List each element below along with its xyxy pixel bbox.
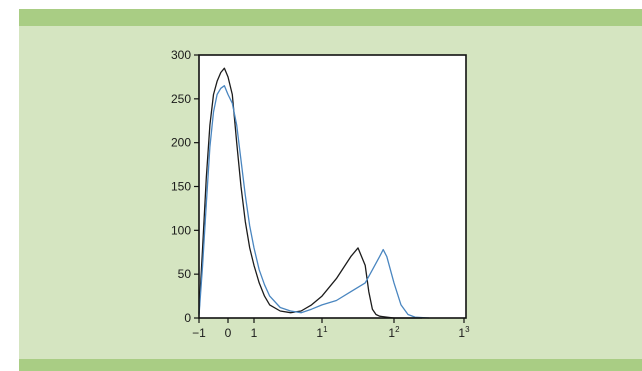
plot-area	[199, 55, 466, 318]
y-tick-label: 50	[178, 267, 192, 281]
x-tick-label: 13	[458, 325, 470, 340]
series-layer	[198, 67, 430, 319]
y-tick-label: 250	[171, 92, 191, 106]
y-tick-label: 0	[184, 311, 191, 325]
y-tick-label: 100	[171, 223, 191, 237]
x-tick-label: 12	[388, 325, 400, 340]
series-black-line	[198, 67, 422, 319]
y-tick-label: 300	[171, 48, 191, 62]
x-axis: −1 0 1 11 12 13	[192, 318, 470, 340]
y-tick-label: 150	[171, 180, 191, 194]
series-blue-line	[198, 85, 430, 319]
x-tick-label: 1	[251, 326, 258, 340]
x-tick-label: 0	[225, 326, 232, 340]
y-tick-label: 200	[171, 136, 191, 150]
x-tick-label: 11	[316, 325, 328, 340]
panel-bottom-band	[19, 359, 642, 371]
panel-top-band	[19, 9, 642, 26]
y-axis: 0 50 100 150 200 250 300	[171, 48, 199, 325]
x-tick-label: −1	[192, 326, 206, 340]
